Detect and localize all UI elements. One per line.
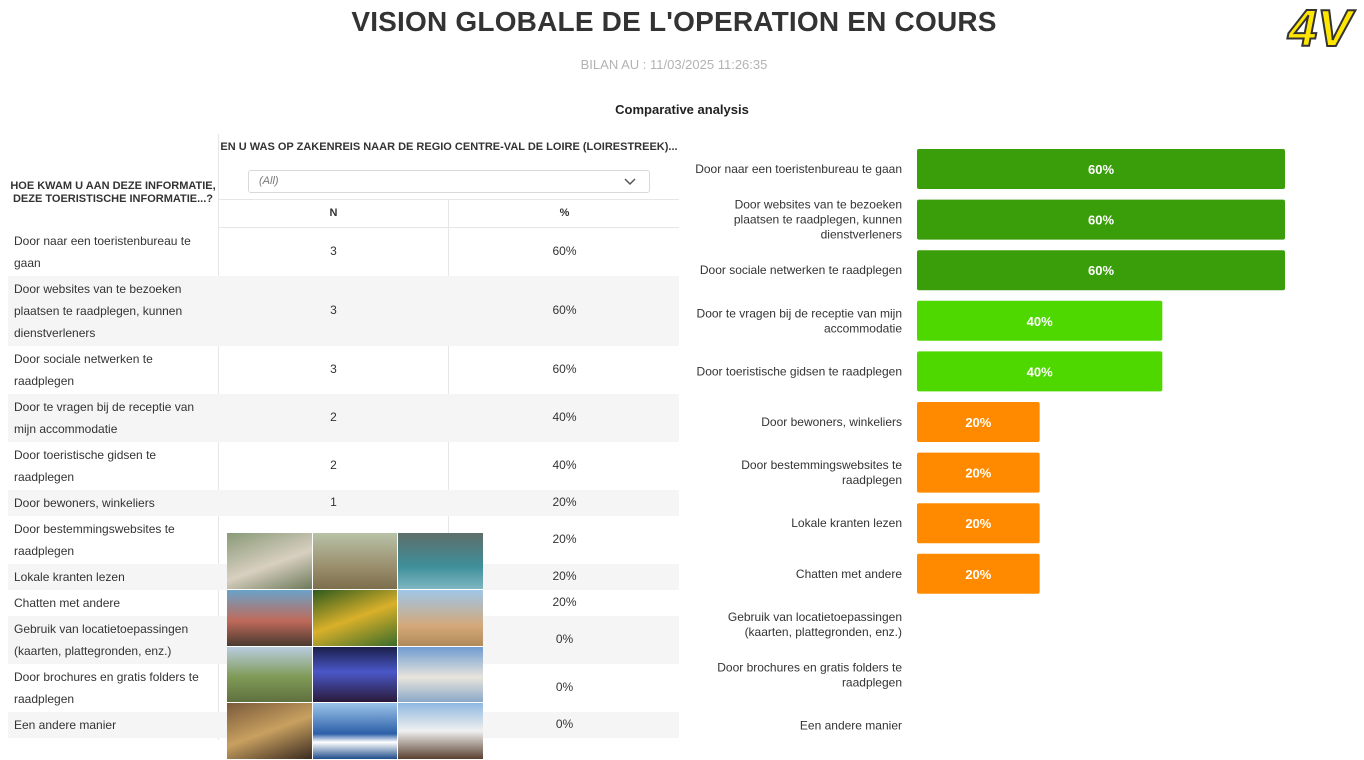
row-label: Door sociale netwerken te raadplegen (14, 352, 153, 388)
row-label: Door toeristische gidsen te raadplegen (14, 448, 157, 484)
photo (312, 533, 398, 589)
row-label: Door bewoners, winkeliers (14, 496, 155, 510)
bar-value-label: 60% (1088, 213, 1114, 228)
row-percent: 40% (552, 458, 577, 472)
bar-value-label: 20% (965, 415, 991, 430)
category-label: Door naar een toeristenbureau te gaan (695, 162, 902, 176)
category-label: Lokale kranten lezen (791, 516, 902, 530)
row-label: Door naar een toeristenbureau te gaan (14, 234, 191, 270)
bar-value-label: 60% (1088, 263, 1114, 278)
column-divider (448, 199, 449, 539)
bar (917, 452, 1040, 493)
row-percent: 0% (555, 680, 574, 694)
report-timestamp: BILAN AU : 11/03/2025 11:26:35 (580, 57, 768, 72)
photo (227, 646, 312, 703)
category-label: Door websites van te bezoeken plaatsen te… (734, 198, 902, 242)
category-label: Chatten met andere (796, 567, 902, 581)
bar (917, 149, 1285, 189)
photo (312, 646, 398, 703)
row-percent: 20% (552, 569, 577, 583)
photo (227, 589, 312, 646)
bar (917, 503, 1040, 544)
row-percent: 40% (552, 410, 577, 424)
row-label: Gebruik van locatietoepassingen (kaarten… (14, 622, 189, 658)
row-count: 3 (330, 303, 337, 317)
row-label: Een andere manier (14, 718, 117, 732)
row-count: 3 (330, 362, 337, 376)
row-count: 2 (330, 458, 337, 472)
table-row: Door websites van te bezoeken plaatsen t… (8, 276, 679, 346)
table-row: Chatten met andere 20% (8, 590, 679, 616)
filter-value: (All) (259, 175, 279, 187)
category-label: Door toeristische gidsen te raadplegen (697, 364, 902, 378)
table-row: Door naar een toeristenbureau te gaan 3 60… (8, 228, 679, 276)
question-header: HOE KWAM U AAN DEZE INFORMATIE, DEZE TOE… (10, 180, 216, 205)
row-label: Chatten met andere (14, 596, 121, 610)
bar-value-label: 20% (965, 466, 991, 481)
photo (398, 703, 483, 759)
table-row: Door sociale netwerken te raadplegen 3 60% (8, 346, 679, 394)
photo (312, 589, 398, 646)
photo (227, 533, 312, 589)
bar (917, 402, 1040, 442)
row-percent: 0% (555, 717, 574, 731)
bar (917, 199, 1285, 240)
row-percent: 60% (552, 362, 577, 376)
row-percent: 20% (552, 595, 577, 609)
bar (917, 351, 1163, 392)
photo (398, 533, 483, 589)
photo (398, 589, 483, 646)
row-count: 3 (330, 244, 337, 258)
photo (227, 703, 312, 759)
bar-value-label: 40% (1027, 364, 1053, 379)
category-label: Door te vragen bij de receptie van mijn a… (697, 306, 903, 335)
row-label: Lokale kranten lezen (14, 570, 125, 584)
bar-chart: Door naar een toeristenbureau te gaan 60%… (695, 149, 1285, 733)
bar-value-label: 60% (1088, 162, 1114, 177)
bar-value-label: 40% (1027, 314, 1053, 329)
row-label: Door te vragen bij de receptie van mijn … (14, 400, 195, 436)
header-divider (219, 227, 679, 228)
row-percent: 60% (552, 303, 577, 317)
bar-value-label: 20% (965, 516, 991, 531)
category-label: Door bewoners, winkeliers (761, 415, 902, 429)
category-label: Gebruik van locatietoepassingen (kaarten,… (728, 610, 902, 639)
photo (398, 646, 483, 703)
column-header-pct: % (559, 207, 570, 219)
photo (312, 703, 398, 759)
table-row: Door te vragen bij de receptie van mijn … (8, 394, 679, 442)
row-label: Door bestemmingswebsites te raadplegen (14, 522, 175, 558)
table-row: Door brochures en gratis folders te raad… (8, 664, 679, 712)
bar-value-label: 20% (965, 567, 991, 582)
category-label: Door brochures en gratis folders te raadp… (717, 661, 902, 690)
row-percent: 0% (555, 632, 574, 646)
page-title: VISION GLOBALE DE L'OPERATION EN COURS (351, 6, 997, 37)
chevron-down-icon (624, 178, 636, 186)
row-label: Door websites van te bezoeken plaatsen t… (14, 282, 183, 340)
photo-collage (227, 533, 483, 759)
bar (917, 300, 1163, 341)
category-label: Door bestemmingswebsites te raadplegen (741, 458, 902, 487)
filter-dropdown[interactable]: (All) (248, 170, 650, 193)
column-header-n: N (329, 207, 338, 219)
bar (917, 250, 1285, 291)
group-header: EN U WAS OP ZAKENREIS NAAR DE REGIO CENT… (220, 141, 678, 153)
row-percent: 60% (552, 244, 577, 258)
row-percent: 20% (552, 495, 577, 509)
row-count: 1 (330, 495, 337, 509)
row-percent: 20% (552, 532, 577, 546)
header-divider (219, 199, 679, 200)
table-row: Door bestemmingswebsites te raadplegen 20… (8, 516, 679, 564)
bar (917, 553, 1040, 594)
table-row: Door toeristische gidsen te raadplegen 2 4… (8, 442, 679, 490)
table-row: Door bewoners, winkeliers 1 20% (8, 490, 679, 516)
category-label: Een andere manier (800, 719, 902, 733)
category-label: Door sociale netwerken te raadplegen (700, 263, 902, 277)
row-count: 2 (330, 410, 337, 424)
row-label: Door brochures en gratis folders te raad… (14, 670, 199, 706)
brand-logo: 4V (1286, 2, 1357, 56)
section-title: Comparative analysis (615, 102, 749, 117)
logo-text: 4V (1287, 2, 1356, 56)
